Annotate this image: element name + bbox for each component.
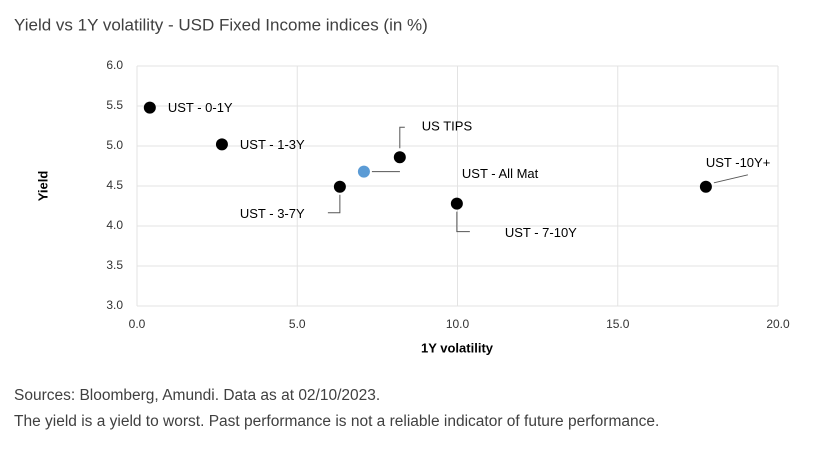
point bbox=[357, 165, 370, 178]
y-tick-label: 3.0 bbox=[106, 298, 123, 312]
x-tick-label: 15.0 bbox=[606, 317, 630, 331]
y-tick-label: 3.5 bbox=[106, 258, 123, 272]
x-tick-label: 10.0 bbox=[446, 317, 470, 331]
leader-line bbox=[456, 211, 470, 233]
point-label: UST - 1-3Y bbox=[240, 137, 305, 152]
x-tick-label: 5.0 bbox=[289, 317, 306, 331]
point-label: UST - 3-7Y bbox=[240, 206, 305, 221]
note: The yield is a yield to worst. Past perf… bbox=[14, 413, 659, 430]
y-tick-label: 4.5 bbox=[106, 178, 123, 192]
x-axis-label: 1Y volatility bbox=[421, 340, 494, 355]
point-label: US TIPS bbox=[422, 119, 473, 134]
y-tick-label: 4.0 bbox=[106, 218, 123, 232]
x-tick-label: 0.0 bbox=[129, 317, 146, 331]
leader-line bbox=[327, 194, 341, 214]
leader-line bbox=[399, 126, 405, 149]
point bbox=[450, 197, 463, 210]
point bbox=[333, 180, 346, 193]
point-label: UST -10Y+ bbox=[706, 155, 770, 170]
point bbox=[215, 138, 228, 151]
leader-line bbox=[713, 174, 749, 184]
chart-title: Yield vs 1Y volatility - USD Fixed Incom… bbox=[14, 15, 428, 34]
point-label: UST - All Mat bbox=[462, 166, 539, 181]
point-label: UST - 7-10Y bbox=[505, 225, 577, 240]
y-axis-label: Yield bbox=[35, 171, 50, 202]
y-tick-label: 5.0 bbox=[106, 138, 123, 152]
point bbox=[699, 180, 712, 193]
x-tick-label: 20.0 bbox=[766, 317, 790, 331]
point bbox=[393, 151, 406, 164]
y-tick-label: 5.5 bbox=[106, 98, 123, 112]
point-label: UST - 0-1Y bbox=[168, 100, 233, 115]
note: Sources: Bloomberg, Amundi. Data as at 0… bbox=[14, 387, 380, 404]
y-tick-label: 6.0 bbox=[106, 58, 123, 72]
point bbox=[143, 101, 156, 114]
